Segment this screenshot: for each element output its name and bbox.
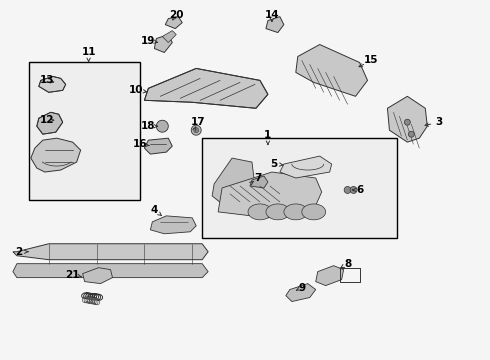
Polygon shape — [266, 17, 284, 32]
Polygon shape — [344, 186, 351, 193]
Text: 7: 7 — [254, 173, 262, 183]
Text: 21: 21 — [66, 270, 80, 280]
Polygon shape — [316, 266, 343, 285]
Text: 4: 4 — [150, 205, 158, 215]
Polygon shape — [13, 264, 208, 278]
Polygon shape — [31, 138, 81, 172]
Polygon shape — [194, 128, 198, 133]
Text: 16: 16 — [133, 139, 147, 149]
Polygon shape — [296, 45, 368, 96]
Polygon shape — [154, 35, 172, 53]
Text: 6: 6 — [356, 185, 363, 195]
Text: 2: 2 — [15, 247, 23, 257]
Text: 3: 3 — [436, 117, 443, 127]
Polygon shape — [388, 96, 427, 142]
Text: 12: 12 — [40, 115, 54, 125]
Polygon shape — [145, 138, 172, 154]
Polygon shape — [212, 158, 254, 204]
Text: 19: 19 — [141, 36, 155, 46]
Text: 9: 9 — [298, 283, 305, 293]
Polygon shape — [218, 172, 322, 218]
Polygon shape — [248, 204, 272, 220]
Polygon shape — [156, 120, 168, 132]
Text: 17: 17 — [191, 117, 205, 127]
Polygon shape — [286, 284, 316, 302]
Polygon shape — [302, 204, 326, 220]
Text: 14: 14 — [265, 10, 279, 20]
Bar — [202, 138, 397, 238]
Polygon shape — [83, 268, 113, 284]
Polygon shape — [284, 204, 308, 220]
Polygon shape — [150, 216, 196, 234]
Polygon shape — [266, 204, 290, 220]
Text: 11: 11 — [81, 48, 96, 58]
Polygon shape — [350, 186, 357, 193]
Polygon shape — [404, 119, 410, 125]
Polygon shape — [280, 156, 332, 178]
Text: 13: 13 — [40, 75, 54, 85]
Text: 15: 15 — [364, 55, 379, 66]
Polygon shape — [165, 17, 182, 28]
Text: 18: 18 — [141, 121, 156, 131]
Text: 1: 1 — [264, 130, 271, 140]
Text: 8: 8 — [344, 259, 351, 269]
Polygon shape — [191, 125, 201, 135]
Text: 10: 10 — [129, 85, 144, 95]
Polygon shape — [162, 31, 176, 42]
Bar — [29, 62, 141, 200]
Polygon shape — [13, 244, 208, 260]
Polygon shape — [250, 176, 268, 188]
Text: 20: 20 — [169, 10, 184, 20]
Polygon shape — [37, 112, 63, 134]
Polygon shape — [408, 131, 415, 137]
Polygon shape — [39, 76, 66, 92]
Polygon shape — [145, 68, 268, 108]
Text: 5: 5 — [270, 159, 277, 169]
